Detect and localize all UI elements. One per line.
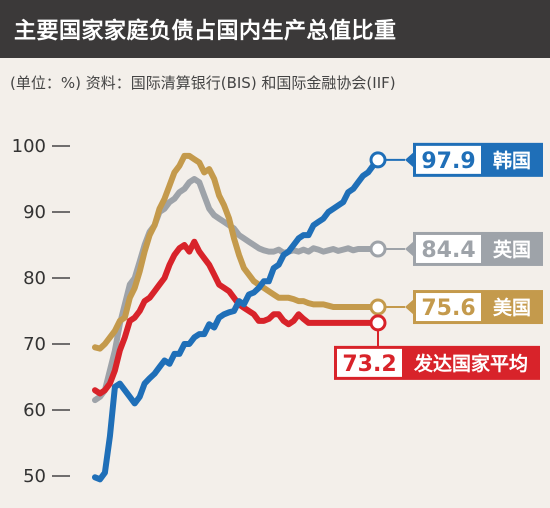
series-end-marker-2 (369, 298, 387, 316)
callout-value-0: 97.9 (421, 149, 475, 174)
y-tick-label-90: 90 (23, 202, 46, 223)
y-tick-label-60: 60 (23, 400, 46, 421)
series-end-marker-0 (369, 151, 387, 169)
y-tick-label-100: 100 (12, 136, 46, 157)
chart-subtitle: (单位：%) 资料：国际清算银行(BIS) 和国际金融协会(IIF) (10, 74, 396, 92)
callout-arrow-0 (405, 151, 414, 168)
y-tick-label-80: 80 (23, 268, 46, 289)
callout-name-2: 美国 (493, 296, 531, 319)
y-tick-label-50: 50 (23, 466, 46, 487)
series-end-marker-1 (369, 240, 387, 258)
callout-value-bg-0 (416, 145, 481, 174)
callout-value-3: 73.2 (342, 352, 396, 377)
y-tick-label-70: 70 (23, 334, 46, 355)
series-line-0 (92, 156, 381, 483)
callout-value-bg-1 (416, 234, 481, 263)
callout-value-2: 75.6 (421, 296, 475, 321)
title-bar: 主要国家家庭负债占国内生产总值比重 (0, 0, 550, 58)
callout-arrow-1 (405, 240, 414, 257)
callout-value-bg-2 (416, 293, 481, 322)
series-line-2 (92, 152, 381, 352)
callout-name-3: 发达国家平均 (413, 352, 528, 375)
callout-value-bg-3 (337, 348, 402, 377)
callout-name-0: 韩国 (493, 149, 531, 172)
callout-arrow-2 (405, 299, 414, 316)
callout-name-1: 英国 (493, 238, 531, 261)
series-end-marker-3 (369, 314, 387, 332)
chart-title: 主要国家家庭负债占国内生产总值比重 (14, 19, 397, 44)
callout-value-1: 84.4 (421, 238, 475, 263)
